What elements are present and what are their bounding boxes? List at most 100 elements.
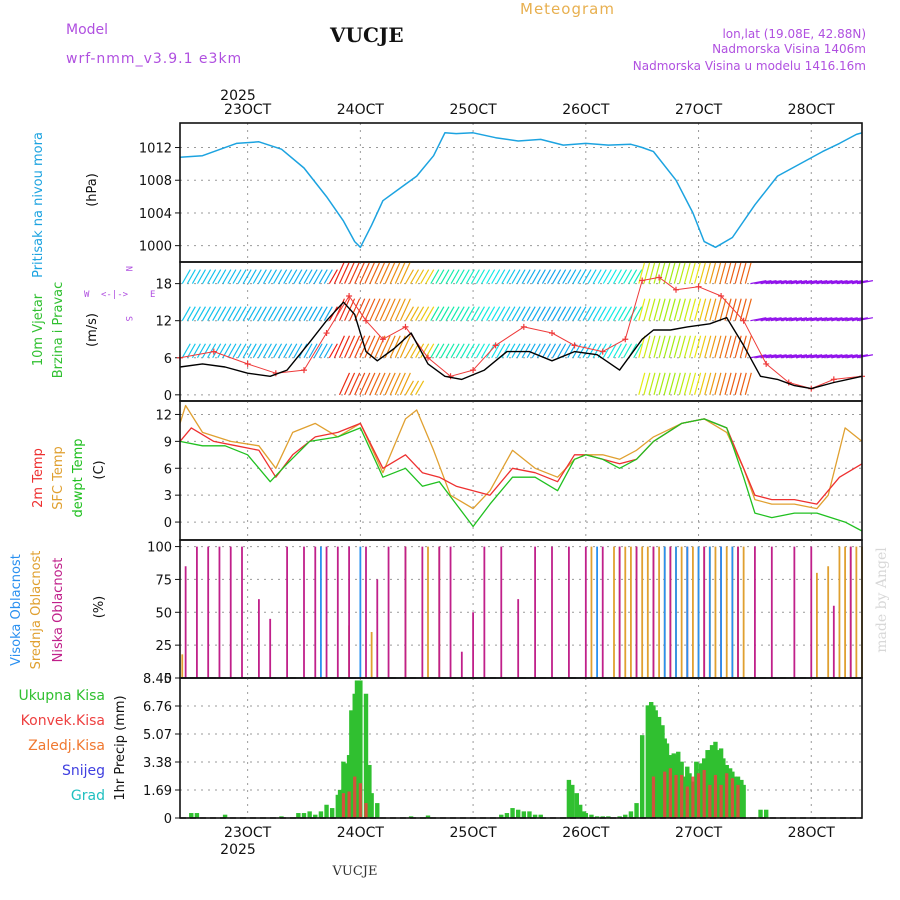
total-precip-bar [408, 816, 414, 818]
wind-barb [435, 343, 445, 359]
total-precip-bar [628, 811, 634, 818]
wind-barb [694, 372, 702, 395]
wind-barb [744, 372, 752, 395]
wind-barb [252, 269, 262, 284]
top-date-label: 28OCT [788, 102, 836, 118]
y-tick-label: 8.45 [143, 672, 172, 687]
gust-marker [763, 360, 770, 367]
wind-barb [247, 306, 257, 321]
compass-south: S [123, 316, 133, 321]
wind-barb [323, 343, 333, 359]
wind-barb [338, 372, 351, 396]
temp-sfc-line [179, 404, 863, 510]
wind-barb [475, 306, 485, 321]
temp-dewpt-line [179, 418, 863, 532]
wind-barb [298, 306, 308, 321]
total-precip-bar [343, 763, 348, 818]
y-tick-label: 6.76 [143, 700, 172, 715]
y-tick-label: 50 [155, 606, 172, 621]
total-precip-bar [510, 808, 515, 818]
wind-barb [328, 343, 338, 359]
y-tick-label: 0 [164, 672, 172, 687]
wind-unit: (m/s) [85, 313, 100, 347]
wind-barb [410, 343, 420, 359]
wind-barb [344, 335, 356, 359]
wind-barb [364, 298, 376, 321]
total-precip-bar [354, 680, 360, 818]
wind-barb [389, 261, 401, 284]
wind-title-line1: 10m Vjetar [31, 293, 46, 366]
wind-barb [318, 306, 328, 321]
wind-barb [628, 269, 638, 284]
wind-barb [623, 269, 633, 284]
total-precip-bar [301, 813, 307, 818]
wind-barb [338, 335, 351, 359]
wind-barb [567, 306, 577, 321]
wind-barb [465, 269, 475, 284]
wind-barb [460, 306, 470, 321]
wind-barb [557, 343, 567, 359]
gust-marker [673, 286, 679, 293]
total-precip-bar [313, 814, 318, 818]
gust-marker [622, 336, 629, 343]
wind-barb [724, 261, 732, 284]
y-tick-label: 5.07 [143, 728, 172, 743]
wind-barb [750, 280, 767, 285]
wind-barb [719, 261, 727, 284]
wind-barb [531, 306, 541, 321]
wind-barb [369, 261, 381, 284]
wind-barb [648, 261, 656, 284]
wind-barb [389, 298, 401, 321]
wind-barb [196, 343, 206, 359]
total-precip-bar [653, 710, 658, 818]
total-precip-bar [732, 776, 737, 818]
wind-barb [739, 298, 747, 321]
wind-barb [816, 317, 833, 322]
wind-barb [582, 343, 592, 359]
wind-barb [633, 306, 643, 321]
gust-marker [599, 348, 606, 355]
wind-barb [729, 261, 737, 284]
wind-barb [410, 269, 420, 284]
wind-barb [379, 372, 391, 396]
wind-barb [709, 335, 717, 358]
total-precip-bar [676, 751, 681, 818]
wind-barb [688, 372, 697, 395]
wind-barb [435, 269, 445, 284]
wind-barb [267, 306, 278, 321]
gust-marker [244, 360, 251, 367]
wind-barb [653, 372, 661, 395]
wind-barb [552, 269, 562, 284]
wind-barb [572, 306, 582, 321]
wind-barb [526, 343, 536, 359]
wind-barb [293, 269, 303, 284]
model-altitude-label: Nadmorska Visina u modelu 1416.16m [633, 59, 866, 73]
wind-barb [841, 354, 858, 359]
wind-barb [470, 269, 480, 284]
y-tick-label: 9 [164, 435, 172, 450]
total-precip-bar [698, 763, 703, 818]
wind-barb [308, 269, 318, 284]
convective-precip-bar [353, 776, 357, 818]
total-precip-bar [279, 816, 284, 818]
wind-barb [795, 317, 813, 322]
gust-marker [323, 330, 330, 337]
wind-barb [694, 261, 702, 284]
wind-barb [562, 306, 572, 321]
wind-barb [278, 306, 288, 321]
convective-precip-bar [358, 783, 362, 818]
wind-barb [404, 380, 414, 396]
total-precip-bar [721, 758, 726, 818]
wind-barb [455, 306, 465, 321]
wind-barb [415, 269, 425, 284]
gust-marker [301, 367, 307, 374]
wind-barb [399, 335, 411, 359]
wind-barb [663, 261, 671, 284]
convective-precip-bar [730, 778, 734, 818]
total-precip-bar [425, 815, 431, 818]
cloud-legend-mid: Srednja Oblacnost [29, 551, 44, 670]
wind-barb [273, 269, 283, 284]
wind-barb [425, 306, 435, 321]
wind-barb [496, 343, 506, 359]
wind-barb [364, 372, 376, 396]
